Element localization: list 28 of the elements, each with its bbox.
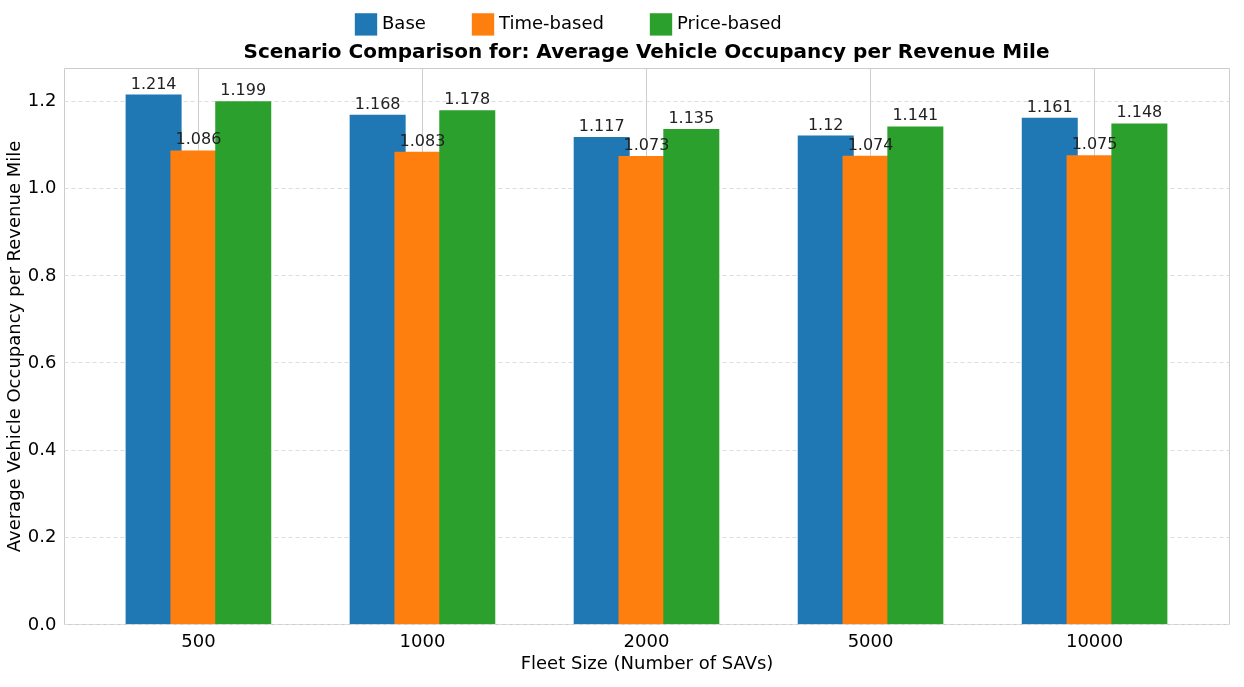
data-label: 1.148: [1116, 102, 1163, 122]
x-tick-label: 500: [181, 629, 216, 651]
legend-label: Price-based: [677, 12, 782, 34]
x-tick-label: 2000: [623, 629, 670, 651]
x-axis-title: Fleet Size (Number of SAVs): [520, 651, 774, 673]
x-tick-label: 10000: [1065, 629, 1124, 651]
data-label: 1.117: [578, 115, 625, 135]
legend-label: Base: [382, 12, 426, 34]
legend-label: Time-based: [498, 12, 604, 34]
y-axis-title: Average Vehicle Occupancy per Revenue Mile: [2, 140, 24, 553]
y-tick-label: 0.2: [27, 525, 57, 547]
y-tick-label: 1.0: [27, 176, 57, 198]
data-label: 1.199: [220, 80, 267, 100]
data-label: 1.168: [354, 93, 401, 113]
y-tick-label: 0.4: [27, 438, 57, 460]
y-tick-label: 1.2: [27, 89, 57, 111]
y-tick-label: 0.0: [27, 612, 57, 634]
data-label: 1.135: [668, 108, 715, 128]
x-tick-label: 1000: [399, 629, 446, 651]
data-label: 1.12: [807, 114, 844, 134]
data-label: 1.141: [892, 105, 939, 125]
data-label: 1.178: [444, 89, 491, 109]
data-label: 1.214: [130, 73, 177, 93]
y-tick-label: 0.8: [27, 263, 57, 285]
data-label: 1.161: [1026, 96, 1073, 116]
y-tick-label: 0.6: [27, 350, 57, 372]
chart-title: Scenario Comparison for: Average Vehicle Occupancy per Revenue Mile: [243, 39, 1050, 63]
x-tick-label: 5000: [847, 629, 894, 651]
